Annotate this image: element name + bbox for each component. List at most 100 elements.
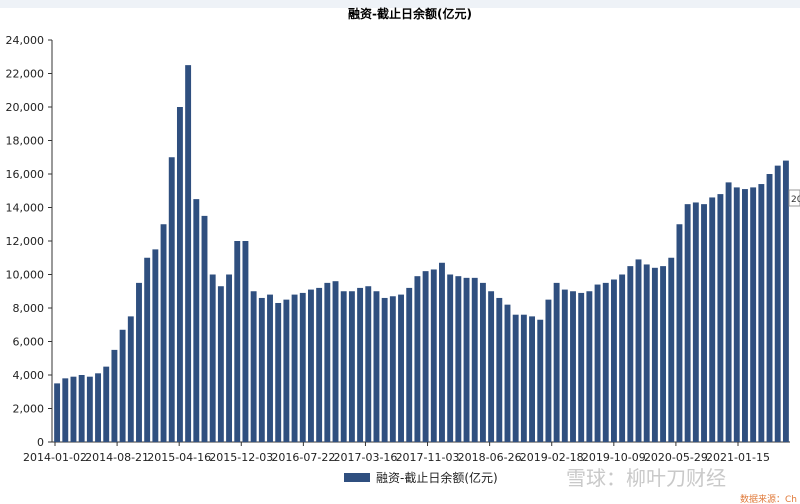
bar[interactable] <box>750 187 757 442</box>
bar[interactable] <box>70 376 77 442</box>
bar[interactable] <box>561 289 568 442</box>
bar[interactable] <box>668 257 675 442</box>
bar[interactable] <box>520 314 527 442</box>
bar[interactable] <box>209 274 216 443</box>
bar[interactable] <box>782 160 789 442</box>
legend[interactable]: 融资-截止日余额(亿元) <box>344 470 498 485</box>
bar[interactable] <box>226 274 233 443</box>
bar[interactable] <box>774 165 781 443</box>
bar[interactable] <box>504 304 511 442</box>
x-tick-label: 2017-03-16 <box>333 451 397 464</box>
bar[interactable] <box>103 366 110 443</box>
bar[interactable] <box>742 189 748 442</box>
bar[interactable] <box>332 281 339 442</box>
bar[interactable] <box>463 277 470 442</box>
bar[interactable] <box>439 262 445 442</box>
bar[interactable] <box>512 314 519 442</box>
bar[interactable] <box>619 274 626 443</box>
bar[interactable] <box>602 282 609 443</box>
bar[interactable] <box>234 241 241 442</box>
bar[interactable] <box>373 291 380 442</box>
bar[interactable] <box>136 282 142 443</box>
bar[interactable] <box>267 294 273 442</box>
bar[interactable] <box>627 266 634 443</box>
bar[interactable] <box>594 284 601 442</box>
bar[interactable] <box>578 292 585 442</box>
bar[interactable] <box>529 316 535 443</box>
bar[interactable] <box>406 287 413 442</box>
bar[interactable] <box>692 202 699 442</box>
bar[interactable] <box>299 292 306 442</box>
bar[interactable] <box>471 277 478 442</box>
toolbar-strip <box>0 0 800 8</box>
bar[interactable] <box>62 378 69 442</box>
bar[interactable] <box>348 291 355 442</box>
bar[interactable] <box>283 299 290 443</box>
bar[interactable] <box>258 297 265 442</box>
bar[interactable] <box>537 319 544 442</box>
bar[interactable] <box>758 184 765 443</box>
bar[interactable] <box>398 294 404 442</box>
bar[interactable] <box>455 276 462 442</box>
y-tick-label: 10,000 <box>6 269 45 282</box>
bar[interactable] <box>365 286 372 442</box>
bar[interactable] <box>676 224 683 442</box>
bar[interactable] <box>78 375 85 442</box>
bar[interactable] <box>144 257 151 442</box>
x-tick-label: 2015-04-16 <box>147 451 211 464</box>
bar[interactable] <box>95 373 101 442</box>
bar[interactable] <box>545 299 552 443</box>
bar[interactable] <box>553 282 560 443</box>
bar[interactable] <box>217 286 224 442</box>
bar[interactable] <box>430 269 437 442</box>
bar[interactable] <box>635 259 642 442</box>
bar[interactable] <box>496 297 503 442</box>
bar[interactable] <box>160 224 167 442</box>
bar[interactable] <box>86 376 93 442</box>
bar[interactable] <box>709 197 716 442</box>
bar-series[interactable] <box>54 65 789 443</box>
bar[interactable] <box>54 383 61 443</box>
bar[interactable] <box>381 297 388 442</box>
bar[interactable] <box>479 282 486 443</box>
bar[interactable] <box>414 276 421 442</box>
bar[interactable] <box>168 157 175 442</box>
bar[interactable] <box>643 264 650 442</box>
bar[interactable] <box>684 204 691 442</box>
bar[interactable] <box>701 204 707 442</box>
bar[interactable] <box>586 291 593 442</box>
bar[interactable] <box>570 291 576 442</box>
bar[interactable] <box>242 241 249 442</box>
bar[interactable] <box>250 291 257 442</box>
bar[interactable] <box>717 194 724 442</box>
x-tick-label: 2017-11-03 <box>396 451 460 464</box>
bar[interactable] <box>733 187 740 442</box>
bar[interactable] <box>447 274 454 443</box>
bar[interactable] <box>111 349 118 443</box>
bar[interactable] <box>660 266 667 443</box>
bar[interactable] <box>610 279 617 442</box>
bar[interactable] <box>766 174 773 442</box>
tooltip-box: 20 <box>788 189 800 207</box>
bar[interactable] <box>291 294 298 442</box>
bar[interactable] <box>185 65 192 443</box>
bar[interactable] <box>275 302 282 442</box>
bar[interactable] <box>488 291 495 442</box>
bar[interactable] <box>119 329 126 442</box>
bar[interactable] <box>389 296 396 442</box>
bar[interactable] <box>176 107 183 442</box>
bar[interactable] <box>357 287 364 442</box>
bar[interactable] <box>725 182 732 443</box>
y-tick-label: 18,000 <box>6 135 45 148</box>
bar[interactable] <box>340 291 347 442</box>
bar[interactable] <box>651 267 658 442</box>
bar[interactable] <box>422 271 429 442</box>
bar[interactable] <box>127 316 134 443</box>
x-tick-label: 2019-10-09 <box>582 451 646 464</box>
bar[interactable] <box>308 289 314 442</box>
bar[interactable] <box>193 199 200 442</box>
bar[interactable] <box>152 249 159 443</box>
bar[interactable] <box>324 282 331 443</box>
bar[interactable] <box>201 215 208 443</box>
bar[interactable] <box>316 287 323 442</box>
